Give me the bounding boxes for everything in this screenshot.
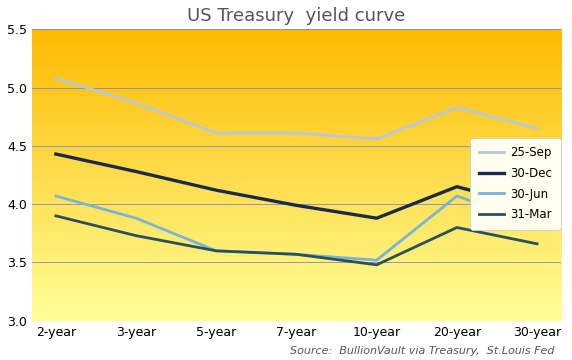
- 30-Jun: [133, 216, 140, 220]
- 31-Mar: [454, 225, 460, 230]
- 30-Dec: [293, 203, 300, 207]
- Text: Source:  BullionVault via Treasury,  St.Louis Fed: Source: BullionVault via Treasury, St.Lo…: [291, 346, 555, 356]
- 30-Dec: [454, 185, 460, 189]
- 25-Sep: [53, 76, 59, 80]
- 30-Dec: [534, 206, 541, 210]
- 31-Mar: [534, 242, 541, 246]
- Legend: 25-Sep, 30-Dec, 30-Jun, 31-Mar: 25-Sep, 30-Dec, 30-Jun, 31-Mar: [470, 138, 561, 230]
- 30-Dec: [374, 216, 380, 220]
- Line: 30-Jun: 30-Jun: [56, 196, 537, 260]
- 30-Jun: [293, 252, 300, 256]
- 31-Mar: [213, 249, 220, 253]
- 25-Sep: [454, 105, 460, 109]
- Title: US Treasury  yield curve: US Treasury yield curve: [188, 7, 406, 25]
- 30-Dec: [133, 169, 140, 174]
- 31-Mar: [374, 263, 380, 267]
- 25-Sep: [534, 126, 541, 131]
- 30-Jun: [374, 258, 380, 262]
- 30-Jun: [534, 222, 541, 226]
- 31-Mar: [293, 252, 300, 256]
- 31-Mar: [53, 214, 59, 218]
- 30-Dec: [213, 188, 220, 192]
- 31-Mar: [133, 234, 140, 238]
- 30-Dec: [53, 152, 59, 156]
- 25-Sep: [374, 137, 380, 141]
- 25-Sep: [133, 100, 140, 105]
- 30-Jun: [53, 194, 59, 198]
- Line: 25-Sep: 25-Sep: [56, 78, 537, 139]
- 25-Sep: [213, 131, 220, 135]
- 25-Sep: [293, 131, 300, 135]
- 30-Jun: [213, 249, 220, 253]
- Line: 30-Dec: 30-Dec: [56, 154, 537, 218]
- Line: 31-Mar: 31-Mar: [56, 216, 537, 265]
- 30-Jun: [454, 194, 460, 198]
